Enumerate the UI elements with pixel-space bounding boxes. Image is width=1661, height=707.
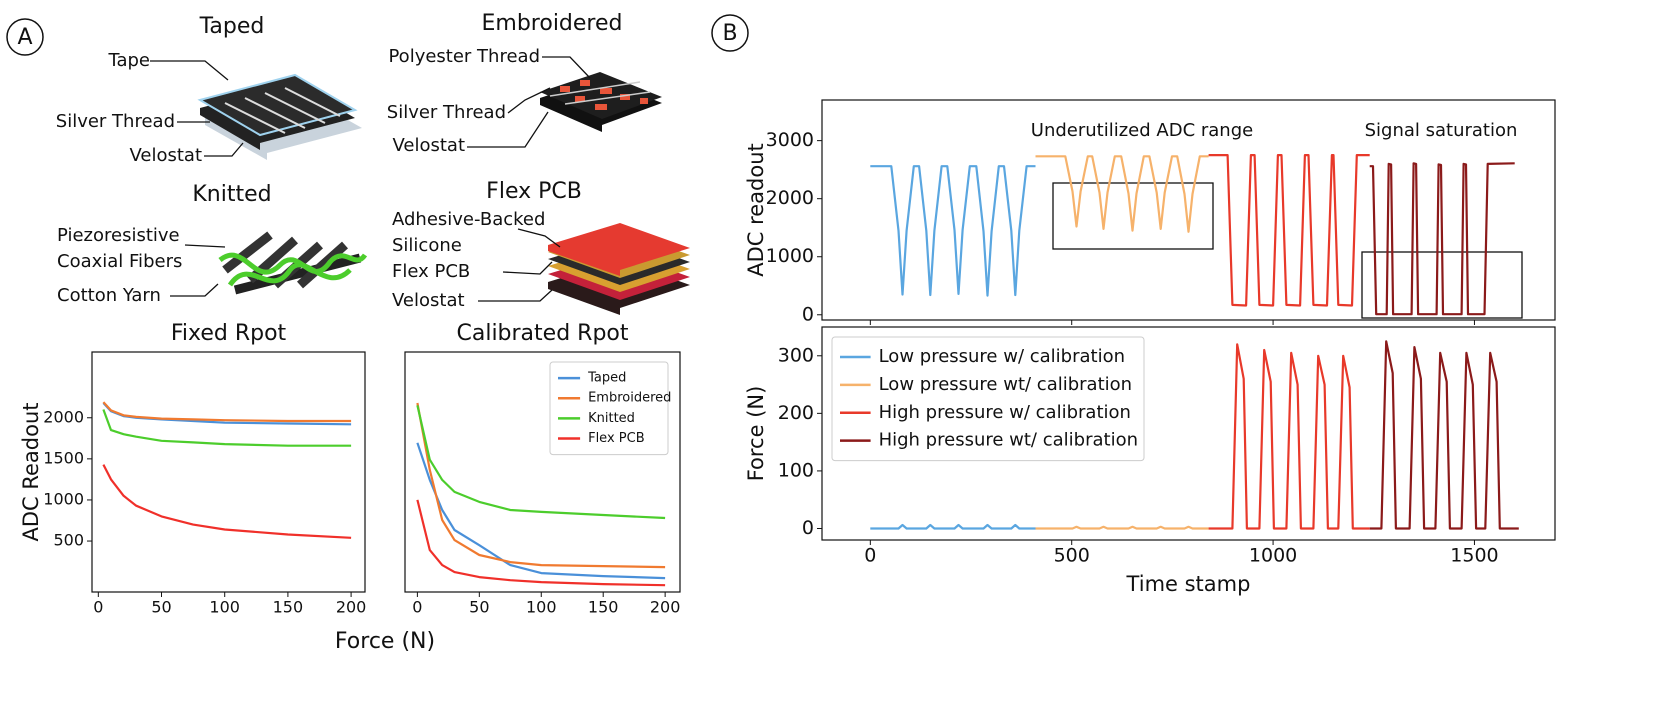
legend-label: Taped <box>587 371 626 386</box>
legend-label: Low pressure w/ calibration <box>879 346 1125 367</box>
annotation-box <box>1052 182 1214 250</box>
plot-frame <box>821 326 1556 541</box>
y-tick-label: 0 <box>802 517 814 539</box>
legend-box <box>831 336 1145 462</box>
panel-circle <box>711 14 749 52</box>
diagram-label: Silicone <box>392 235 462 256</box>
series-line <box>870 165 1036 297</box>
diagram-label: Tape <box>107 50 150 71</box>
chart-title: Calibrated Rpot <box>456 321 628 346</box>
panel-label: A <box>17 25 32 50</box>
x-tick-label: 50 <box>469 598 489 617</box>
series-line <box>102 401 352 423</box>
legend-label: Low pressure wt/ calibration <box>879 374 1132 395</box>
x-tick-label: 100 <box>526 598 557 617</box>
diagram-label: Velostat <box>129 145 202 166</box>
x-tick-label: 500 <box>1054 545 1090 567</box>
x-tick-label: 0 <box>412 598 422 617</box>
y-tick-label: 2000 <box>43 407 84 426</box>
taped-illustration <box>150 60 362 160</box>
diagram-label: Polyester Thread <box>388 46 540 67</box>
series-line <box>1208 154 1370 307</box>
annotation: Signal saturation <box>1365 120 1518 141</box>
series-line <box>870 523 1036 530</box>
y-axis-label: Force (N) <box>744 386 768 482</box>
flex-pcb-illustration <box>478 223 690 315</box>
series-line <box>1035 155 1209 233</box>
x-tick-label: 150 <box>588 598 619 617</box>
panel-circle <box>6 18 44 56</box>
y-tick-label: 200 <box>778 402 814 424</box>
x-tick-label: 50 <box>151 598 171 617</box>
series-line <box>416 499 666 587</box>
y-tick-label: 2000 <box>766 187 814 209</box>
diagram-label: Piezoresistive <box>57 225 180 246</box>
series-line <box>102 409 352 447</box>
legend-label: High pressure wt/ calibration <box>879 430 1138 451</box>
legend-label: Knitted <box>588 411 635 426</box>
diagram-label: Silver Thread <box>56 111 175 132</box>
diagram-label: Cotton Yarn <box>57 285 161 306</box>
series-line <box>416 402 666 569</box>
legend-label: Flex PCB <box>588 431 645 446</box>
diagram-title: Knitted <box>192 182 271 207</box>
x-tick-label: 200 <box>336 598 367 617</box>
y-tick-label: 1500 <box>43 448 84 467</box>
x-tick-label: 1500 <box>1450 545 1498 567</box>
y-axis-label: ADC Readout <box>19 402 43 541</box>
plot-frame <box>91 351 366 593</box>
x-tick-label: 150 <box>273 598 304 617</box>
legend-box <box>549 361 669 456</box>
diagram-title: Flex PCB <box>486 179 582 204</box>
diagram-title: Taped <box>199 14 265 39</box>
diagram-label: Adhesive-Backed <box>392 209 545 230</box>
series-line <box>102 464 352 539</box>
x-tick-label: 0 <box>864 545 876 567</box>
diagram-label: Coaxial Fibers <box>57 251 182 272</box>
plot-frame <box>404 351 681 593</box>
x-axis-label: Force (N) <box>335 629 435 654</box>
y-tick-label: 300 <box>778 344 814 366</box>
chart-title: Fixed Rpot <box>171 321 287 346</box>
diagram-label: Velostat <box>392 135 465 156</box>
y-tick-label: 500 <box>53 531 84 550</box>
series-line <box>1035 525 1209 530</box>
knitted-illustration <box>170 231 368 297</box>
x-axis-label: Time stamp <box>1126 572 1251 596</box>
diagram-label: Silver Thread <box>387 102 506 123</box>
series-line <box>1369 340 1519 530</box>
y-tick-label: 0 <box>802 303 814 325</box>
y-tick-label: 100 <box>778 459 814 481</box>
diagram-title: Embroidered <box>482 11 623 36</box>
x-tick-label: 100 <box>209 598 240 617</box>
diagram-label: Flex PCB <box>392 261 470 282</box>
x-tick-label: 200 <box>650 598 681 617</box>
y-tick-label: 1000 <box>43 489 84 508</box>
series-line <box>1208 343 1370 530</box>
diagram-label: Velostat <box>392 290 465 311</box>
plot-frame <box>821 99 1556 321</box>
y-axis-label: ADC readout <box>744 143 768 277</box>
y-tick-label: 3000 <box>766 129 814 151</box>
series-line <box>416 442 666 580</box>
embroidered-illustration <box>467 56 662 148</box>
x-tick-label: 0 <box>93 598 103 617</box>
y-tick-label: 1000 <box>766 245 814 267</box>
series-line <box>1369 162 1515 316</box>
panel-label: B <box>722 21 737 46</box>
x-tick-label: 1000 <box>1249 545 1297 567</box>
series-line <box>416 405 666 520</box>
annotation: Underutilized ADC range <box>1031 120 1253 141</box>
legend-label: High pressure w/ calibration <box>879 402 1131 423</box>
legend-label: Embroidered <box>588 391 671 406</box>
